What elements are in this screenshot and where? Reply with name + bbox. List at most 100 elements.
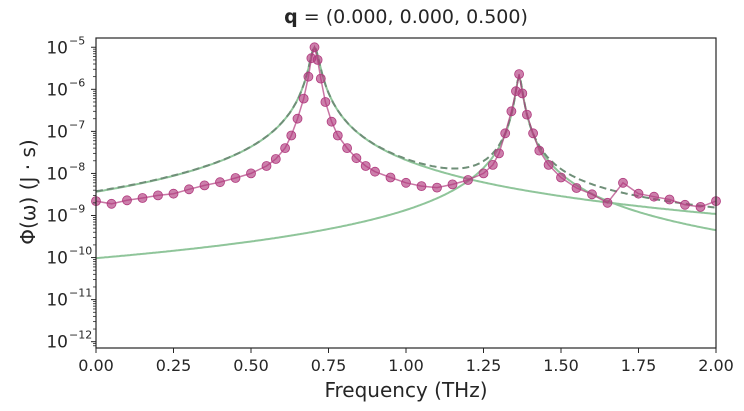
data-point — [153, 190, 163, 201]
y-tick-label: 10 — [46, 291, 68, 311]
x-axis-ticks: 0.00 0.25 0.50 0.75 1.00 1.25 1.50 1.75 2.00 — [78, 348, 734, 375]
data-point — [664, 194, 675, 205]
data-point — [230, 173, 241, 183]
data-point — [342, 143, 353, 154]
data-point — [385, 172, 396, 183]
data-point — [618, 177, 628, 188]
data-point — [332, 130, 343, 141]
y-tick-exponent: −6 — [69, 76, 85, 89]
data-point — [168, 188, 179, 199]
x-tick-label: 0.50 — [233, 356, 269, 375]
x-tick-label: 2.00 — [698, 356, 734, 375]
y-tick-label: 10 — [46, 333, 68, 353]
x-tick-label: 0.75 — [311, 356, 347, 375]
y-tick-exponent: −7 — [69, 118, 85, 131]
data-point — [122, 195, 132, 206]
y-tick-base: 10 — [46, 249, 68, 269]
data-point — [320, 97, 331, 107]
data-point — [416, 181, 427, 192]
data-point — [246, 168, 256, 179]
y-tick-exponent: −11 — [69, 287, 92, 300]
data-point — [315, 73, 326, 84]
chart-title-bold: q — [284, 6, 298, 28]
data-point — [447, 179, 458, 190]
y-tick-base: 10 — [46, 122, 68, 142]
y-tick-base: 10 — [46, 291, 68, 311]
y-tick-label: 10 — [46, 38, 68, 58]
x-tick-label: 0.25 — [156, 356, 192, 375]
y-tick-base: 10 — [46, 333, 68, 353]
data-point — [432, 182, 442, 193]
data-point — [514, 69, 524, 79]
data-point — [649, 191, 659, 202]
y-tick-exponent: −5 — [69, 34, 85, 47]
data-point — [602, 197, 613, 208]
y-tick-exponent: −8 — [69, 160, 85, 173]
data-point — [528, 128, 538, 139]
data-point — [556, 172, 566, 183]
data-point — [360, 161, 371, 171]
chart-title: q = (0.000, 0.000, 0.500) — [96, 6, 716, 28]
data-point — [494, 148, 504, 159]
x-tick-label: 1.00 — [388, 356, 424, 375]
plot-curves — [95, 45, 717, 260]
y-tick-label: 10 — [46, 122, 68, 142]
data-points — [91, 42, 721, 212]
y-tick-base: 10 — [46, 207, 68, 227]
data-point — [587, 189, 597, 200]
data-point — [543, 159, 554, 170]
data-point — [215, 177, 225, 188]
data-point — [633, 188, 644, 199]
fit-curve-sum — [95, 45, 717, 209]
data-point — [106, 198, 117, 209]
y-tick-exponent: −12 — [69, 329, 92, 342]
x-tick-label: 1.50 — [543, 356, 579, 375]
data-point — [312, 55, 323, 65]
y-axis-label: Φ(ω) (J · s) — [16, 139, 40, 245]
data-point — [522, 109, 532, 120]
data-point — [298, 93, 309, 104]
data-point — [370, 166, 380, 177]
data-point — [680, 199, 690, 210]
y-tick-base: 10 — [46, 80, 68, 100]
data-point — [351, 153, 362, 164]
data-point — [571, 183, 582, 193]
data-point — [270, 154, 281, 164]
data-point — [303, 71, 314, 82]
y-tick-exponent: −10 — [69, 245, 92, 258]
data-point — [500, 128, 511, 139]
data-point — [199, 180, 210, 191]
chart-title-rest: = (0.000, 0.000, 0.500) — [297, 6, 528, 28]
data-point — [280, 143, 291, 154]
data-point — [534, 145, 545, 156]
x-tick-label: 1.75 — [621, 356, 657, 375]
data-point — [401, 177, 411, 188]
y-tick-label: 10 — [46, 207, 68, 227]
data-line — [95, 44, 717, 208]
y-tick-base: 10 — [46, 164, 68, 184]
data-point — [292, 113, 303, 124]
data-point — [326, 116, 337, 127]
x-tick-label: 1.25 — [466, 356, 502, 375]
data-point — [506, 106, 517, 117]
x-axis-label: Frequency (THz) — [324, 378, 488, 402]
data-point — [695, 201, 706, 212]
y-tick-label: 10 — [46, 80, 68, 100]
data-point — [137, 193, 148, 203]
data-point — [478, 168, 489, 179]
data-point — [286, 130, 297, 141]
y-tick-label: 10 — [46, 164, 68, 184]
y-tick-base: 10 — [46, 38, 68, 58]
y-tick-exponent: −9 — [69, 203, 85, 216]
x-tick-label: 0.00 — [78, 356, 114, 375]
data-point — [184, 184, 194, 195]
data-point — [487, 159, 498, 170]
data-point — [517, 88, 528, 99]
y-tick-label: 10 — [46, 249, 68, 269]
data-point — [463, 175, 473, 185]
fit-curve-peak-2 — [95, 73, 717, 260]
data-point — [261, 161, 272, 171]
data-point — [309, 42, 320, 53]
